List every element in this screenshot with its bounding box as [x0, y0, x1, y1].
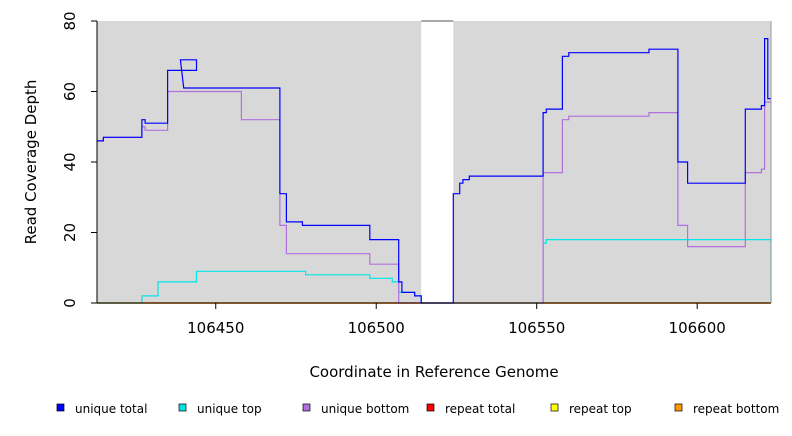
y-tick-label: 20	[61, 223, 79, 242]
legend-swatch-repeat-bottom	[674, 403, 683, 412]
y-tick-label: 80	[61, 11, 79, 30]
x-tick-label: 106500	[348, 319, 405, 337]
axes: 106450 106500 106550 106600 0 20 40 60 80	[61, 11, 772, 337]
legend-swatch-repeat-total	[426, 403, 435, 412]
legend: unique total unique top unique bottom repea…	[56, 402, 779, 416]
legend-label-unique-top: unique top	[197, 402, 262, 416]
y-tick-label: 0	[61, 298, 79, 308]
y-tick-label: 40	[61, 152, 79, 171]
x-tick-label: 106550	[508, 319, 565, 337]
y-tick-label: 60	[61, 82, 79, 101]
legend-swatch-repeat-top	[550, 403, 559, 412]
y-axis-title: Read Coverage Depth	[22, 80, 40, 245]
x-tick-label: 106450	[187, 319, 244, 337]
legend-swatch-unique-bottom	[302, 403, 311, 412]
legend-label-repeat-bottom: repeat bottom	[693, 402, 779, 416]
x-axis-title: Coordinate in Reference Genome	[309, 363, 558, 381]
legend-swatch-unique-total	[56, 403, 65, 412]
legend-label-repeat-total: repeat total	[445, 402, 515, 416]
legend-swatch-unique-top	[178, 403, 187, 412]
gap-region	[421, 21, 454, 303]
legend-label-unique-total: unique total	[75, 402, 147, 416]
legend-label-unique-bottom: unique bottom	[321, 402, 409, 416]
plot-area	[97, 20, 771, 303]
x-tick-label: 106600	[669, 319, 726, 337]
legend-label-repeat-top: repeat top	[569, 402, 632, 416]
